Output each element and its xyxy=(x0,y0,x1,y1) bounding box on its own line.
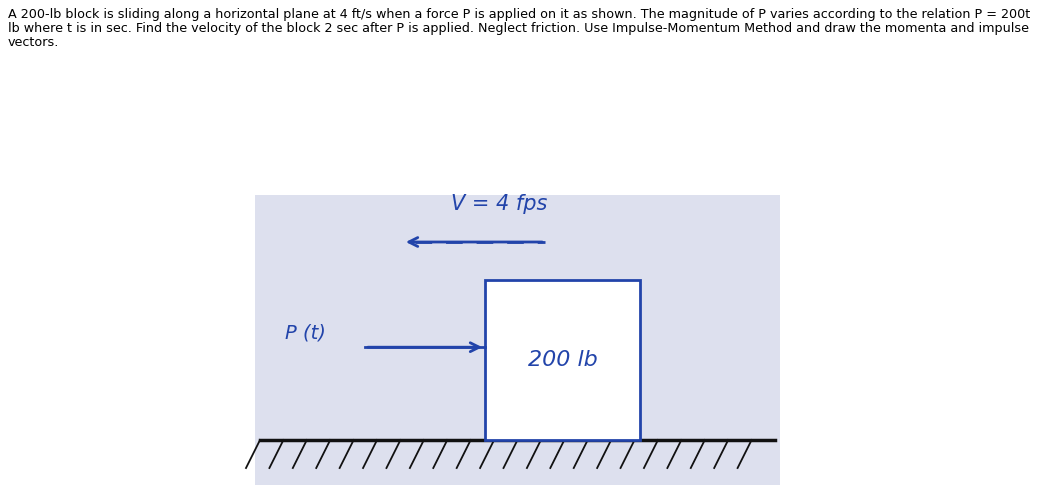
Text: A 200-lb block is sliding along a horizontal plane at 4 ft/s when a force P is a: A 200-lb block is sliding along a horizo… xyxy=(8,8,1030,21)
Bar xyxy=(254,195,780,485)
Text: V = 4 fps: V = 4 fps xyxy=(451,194,548,214)
Text: P (t): P (t) xyxy=(285,323,325,342)
Text: lb where t is in sec. Find the velocity of the block 2 sec after P is applied. N: lb where t is in sec. Find the velocity … xyxy=(8,22,1029,35)
Text: 200 lb: 200 lb xyxy=(528,350,598,370)
Bar xyxy=(485,280,640,440)
Text: vectors.: vectors. xyxy=(8,36,59,49)
